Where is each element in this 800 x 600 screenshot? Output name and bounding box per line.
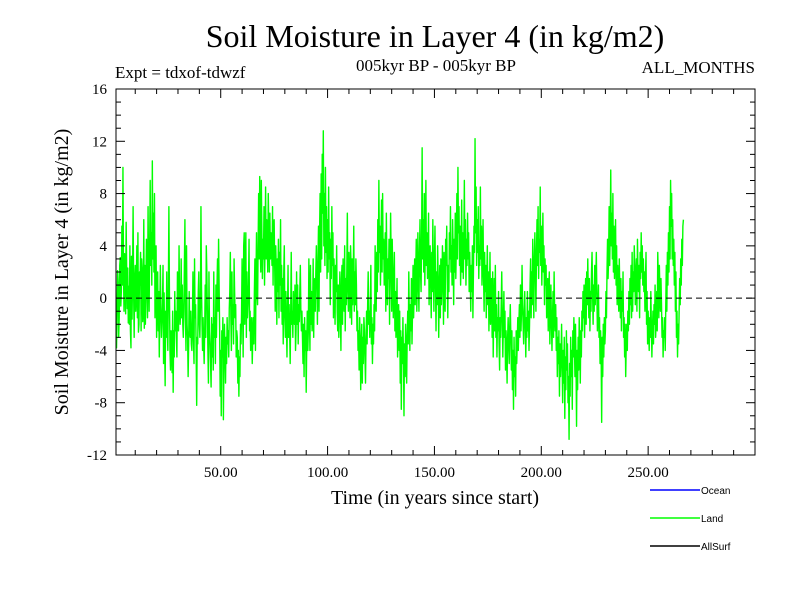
x-tick-label: 50.00 [204,465,238,481]
y-tick-label: -8 [95,396,108,412]
series-line-land [116,130,685,441]
y-tick-label: 8 [100,187,108,203]
y-axis-label: Soil Moisture in Layer 4 (in kg/m2) [51,129,73,416]
y-tick-label: 0 [100,291,108,307]
ticks-layer: -12 -8 -4 0 4 8 12 16 50.00 100.00 150.00 200.00 250… [87,82,755,481]
chart-title: Soil Moisture in Layer 4 (in kg/m2) [206,18,665,54]
x-tick-label: 250.00 [628,465,669,481]
y-tick-label: -4 [95,343,108,359]
x-tick-label: 200.00 [521,465,562,481]
legend-label-ocean: Ocean [701,486,730,497]
x-tick-label: 150.00 [414,465,455,481]
x-tick-label: 100.00 [307,465,348,481]
period-label: 005kyr BP - 005kyr BP [356,56,516,75]
experiment-label: Expt = tdxof-tdwzf [115,63,246,82]
y-tick-label: -12 [87,448,107,464]
series-layer [116,130,685,441]
y-tick-label: 16 [92,82,108,98]
legend-label-allsurf: AllSurf [701,542,731,553]
months-label: ALL_MONTHS [642,58,755,77]
y-tick-label: 12 [92,134,107,150]
x-axis-label: Time (in years since start) [331,487,539,509]
y-tick-label: 4 [100,239,108,255]
legend-label-land: Land [701,514,723,525]
legend: Ocean Land AllSurf [650,486,731,553]
